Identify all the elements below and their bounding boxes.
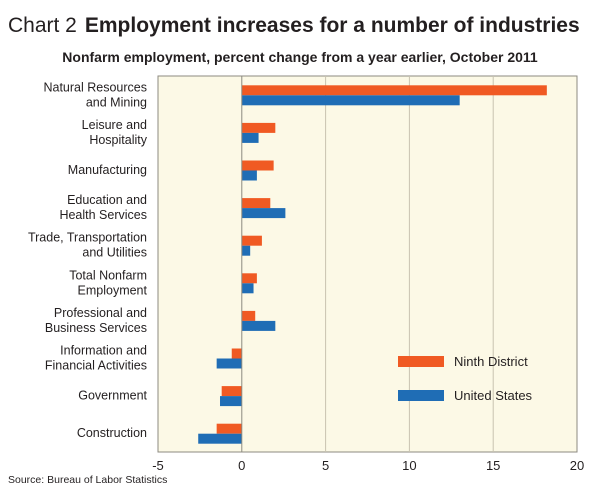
bar-ninth-district [241, 235, 262, 246]
bar-ninth-district [221, 386, 242, 397]
legend-label: Ninth District [454, 354, 528, 369]
category-label: and Mining [86, 95, 147, 109]
bar-united-states [198, 433, 242, 444]
category-label: Education and [67, 193, 147, 207]
legend-swatch [398, 390, 444, 401]
category-label: Government [78, 389, 147, 403]
chart-subtitle: Nonfarm employment, percent change from … [62, 49, 538, 65]
bar-united-states [220, 396, 242, 407]
chart-title-text: Employment increases for a number of ind… [84, 14, 580, 37]
bar-united-states [241, 170, 257, 181]
chart-title: Chart 2 Employment increases for a number… [8, 14, 580, 38]
bar-ninth-district [241, 273, 257, 284]
bar-united-states [241, 320, 276, 331]
bar-ninth-district [241, 85, 547, 96]
category-label: Health Services [59, 208, 147, 222]
bar-united-states [241, 208, 286, 219]
bar-ninth-district [241, 122, 276, 133]
category-label: Professional and [54, 306, 147, 320]
x-tick-label: 20 [570, 458, 584, 473]
x-tick-label: 10 [402, 458, 416, 473]
bars [198, 85, 547, 444]
legend-swatch [398, 356, 444, 367]
category-label: Financial Activities [45, 359, 147, 373]
bar-united-states [241, 132, 259, 143]
category-label: Construction [77, 426, 147, 440]
bar-united-states [241, 95, 460, 106]
x-tick-label: 5 [322, 458, 329, 473]
category-label: Employment [78, 283, 148, 297]
legend-label: United States [454, 388, 533, 403]
source-note: Source: Bureau of Labor Statistics [8, 474, 168, 486]
bar-ninth-district [241, 310, 256, 321]
bar-ninth-district [231, 348, 242, 359]
category-label: Business Services [45, 321, 147, 335]
bar-united-states [216, 358, 242, 369]
category-label: and Utilities [82, 246, 147, 260]
x-tick-label: -5 [152, 458, 164, 473]
x-tick-label: 0 [238, 458, 245, 473]
category-label: Total Nonfarm [69, 268, 147, 282]
bar-ninth-district [241, 198, 271, 209]
bar-united-states [241, 283, 254, 294]
grid-lines [325, 76, 494, 452]
x-tick-label: 15 [486, 458, 500, 473]
category-label: Natural Resources [43, 80, 147, 94]
category-label: Hospitality [89, 133, 147, 147]
category-label: Leisure and [82, 118, 147, 132]
x-tick-labels: -5 0 5 10 15 20 [152, 458, 584, 473]
legend: Ninth District United States [398, 354, 533, 403]
chart-number: Chart 2 [8, 14, 77, 37]
category-label: Information and [60, 344, 147, 358]
bar-ninth-district [216, 423, 242, 434]
category-label: Manufacturing [68, 163, 147, 177]
bar-united-states [241, 245, 251, 256]
bar-ninth-district [241, 160, 274, 171]
category-label: Trade, Transportation [28, 231, 147, 245]
